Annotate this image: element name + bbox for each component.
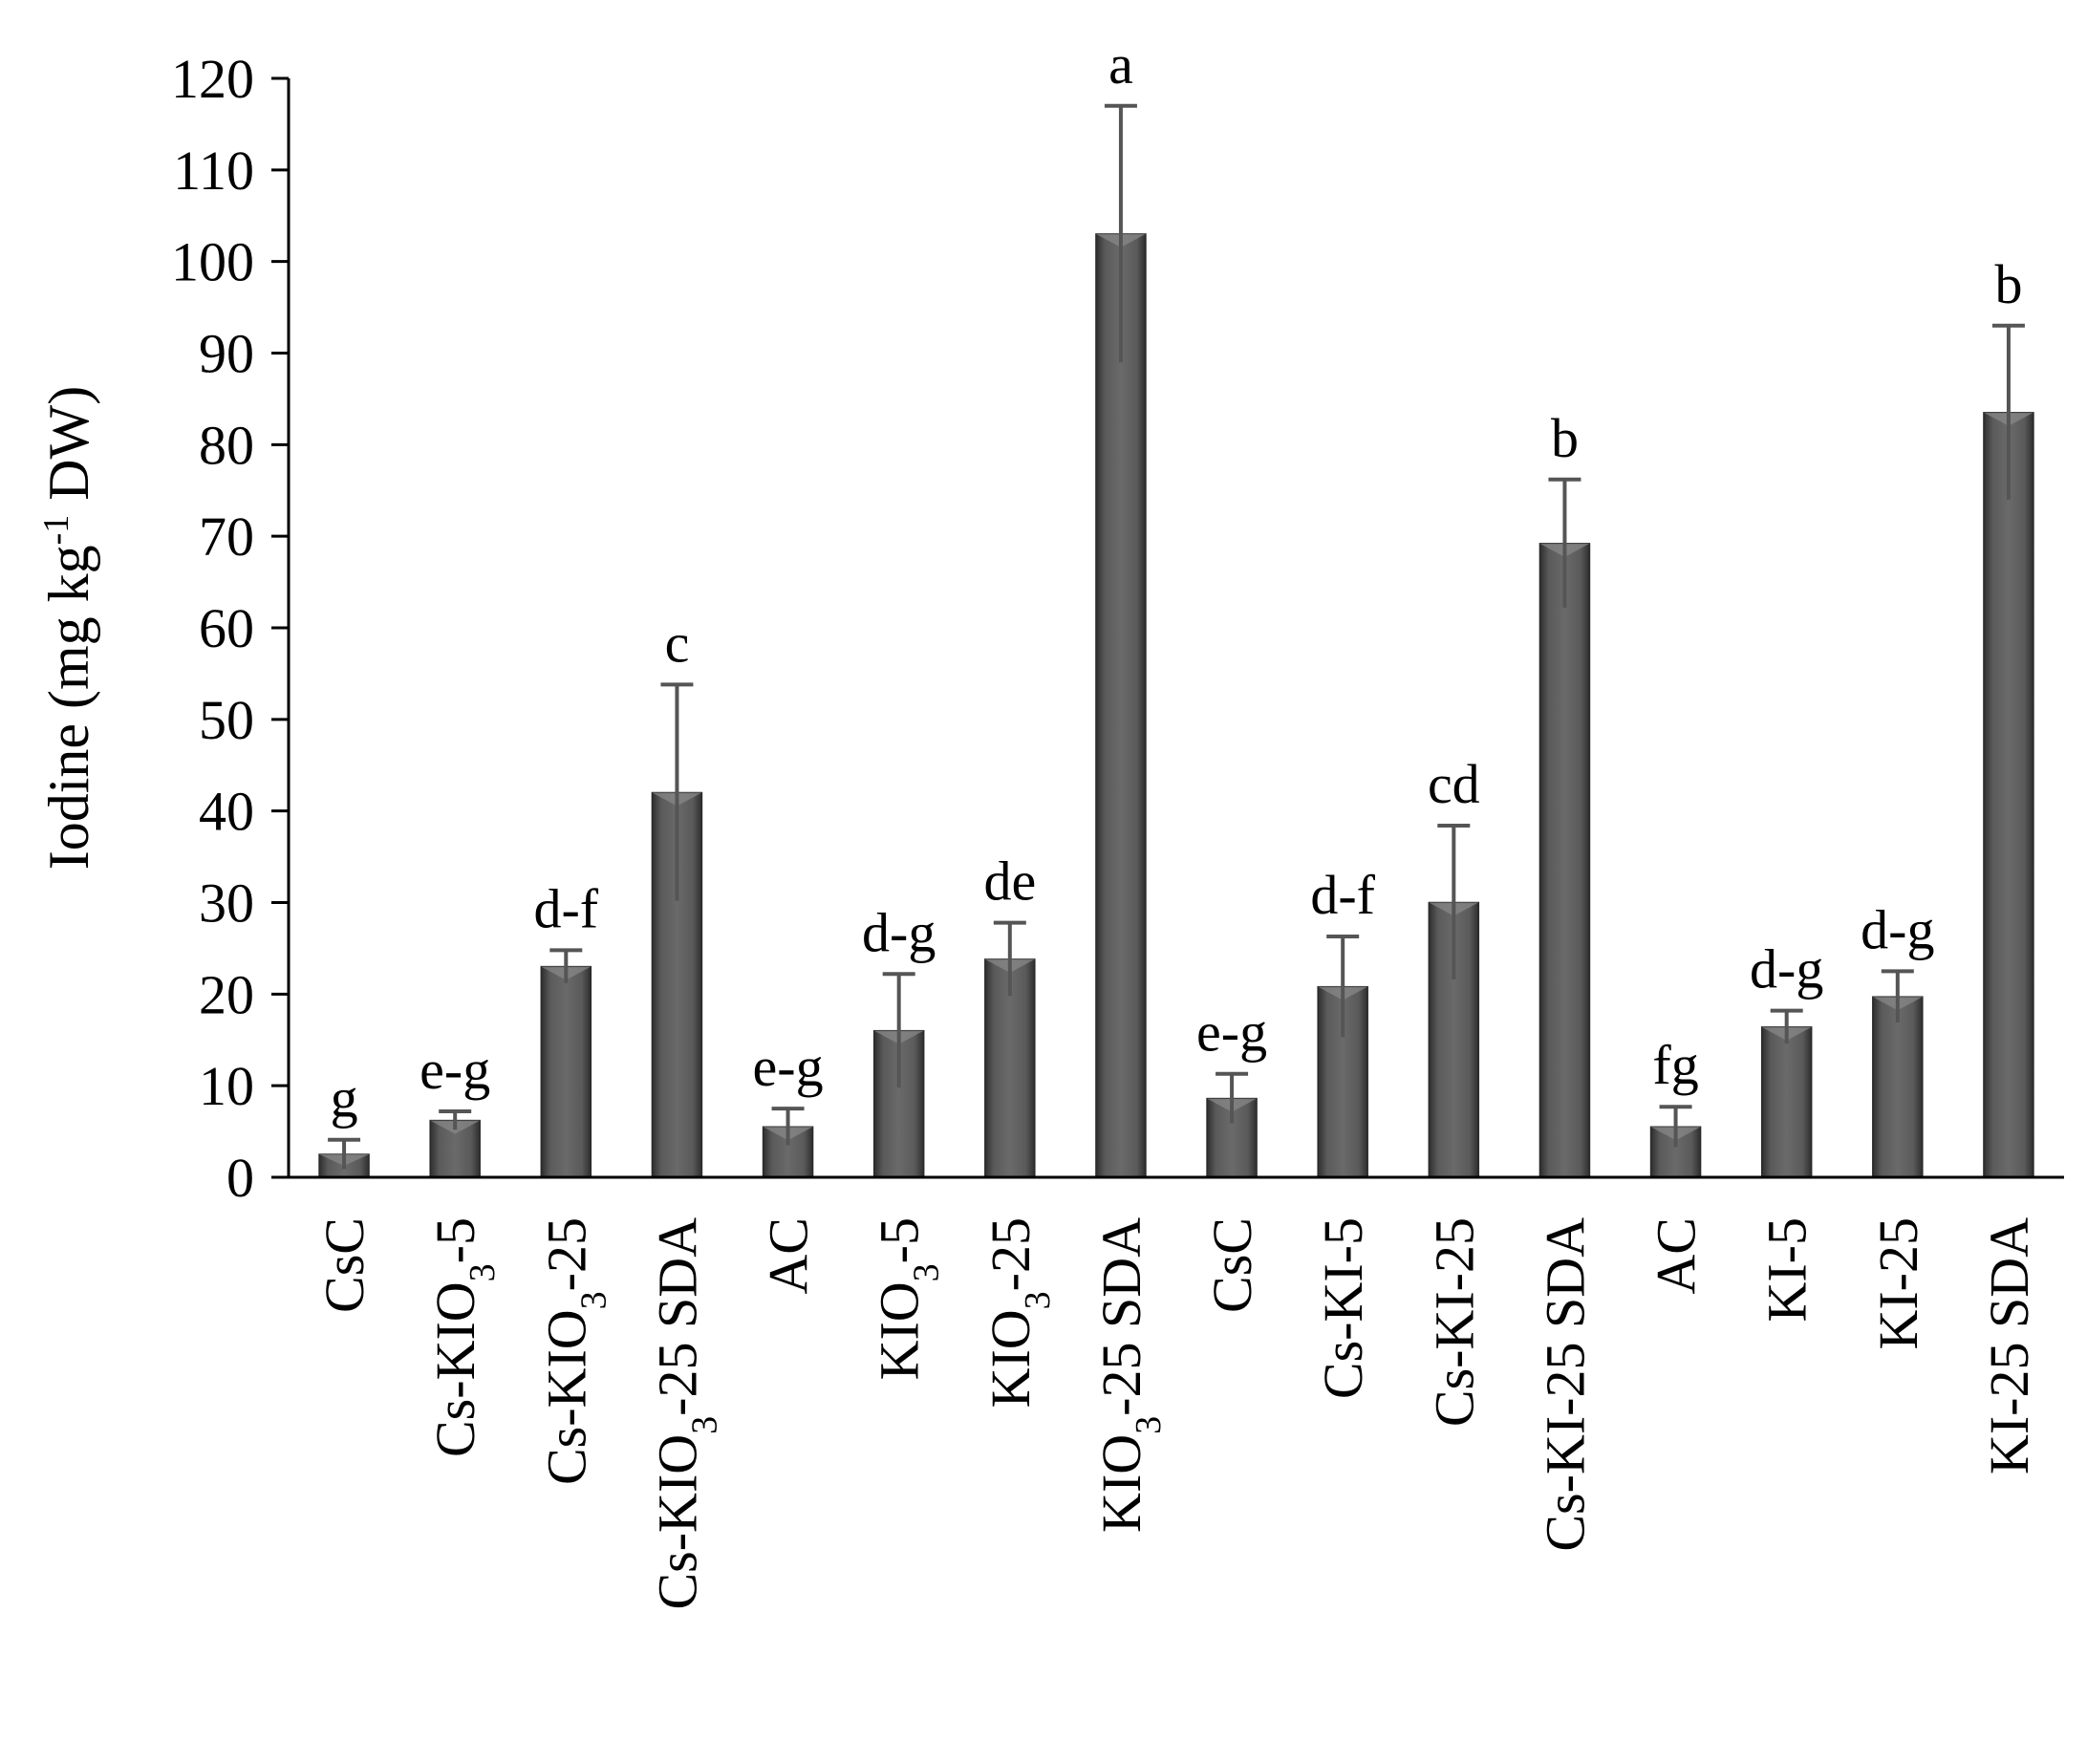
x-axis: CsC Cs-KIO3-5 Cs-KIO3-25 Cs-KIO3-25 SDA AC KI… <box>289 1175 2064 1610</box>
significance-label: e-g <box>753 1036 824 1098</box>
bar-group: d-f <box>1310 864 1376 1178</box>
bar <box>1760 1026 1813 1178</box>
significance-label: fg <box>1652 1034 1698 1096</box>
bar-group: d-g <box>862 901 936 1178</box>
bar <box>1095 233 1147 1178</box>
y-tick-label: 20 <box>199 963 254 1025</box>
significance-label: d-g <box>1750 938 1823 1000</box>
bar-group: e-g <box>753 1036 824 1178</box>
bar <box>1538 543 1591 1178</box>
x-category-label: Cs-KIO3-25 <box>535 1217 613 1485</box>
x-category-label: Cs-KI-25 SDA <box>1534 1217 1596 1552</box>
x-category-label: Cs-KI-25 <box>1423 1217 1485 1427</box>
bar-group: d-g <box>1861 898 1934 1178</box>
significance-label: d-g <box>862 901 936 963</box>
significance-label: e-g <box>420 1039 490 1101</box>
significance-label: g <box>331 1067 358 1129</box>
bar-group: fg <box>1649 1034 1702 1178</box>
y-tick-label: 10 <box>199 1055 254 1117</box>
x-category-label: KIO3-5 <box>869 1217 947 1380</box>
x-category-label: CsC <box>313 1217 376 1313</box>
significance-label: b <box>1551 407 1579 469</box>
x-category-label: Cs-KI-5 <box>1312 1217 1374 1399</box>
x-category-label: KI-25 <box>1867 1217 1929 1350</box>
x-category-label: Cs-KIO3-5 <box>424 1217 503 1457</box>
x-category-label: CsC <box>1201 1217 1263 1313</box>
y-axis-title: Iodine (mg kg-1 DW) <box>36 386 100 871</box>
x-category-label: KIO3-25 <box>979 1217 1058 1408</box>
significance-label: a <box>1108 33 1133 96</box>
significance-label: cd <box>1428 753 1480 815</box>
significance-label: c <box>665 612 690 674</box>
y-axis: 0 10 20 30 40 50 60 70 80 90 100 110 120 <box>171 48 290 1209</box>
y-tick-label: 70 <box>199 506 254 568</box>
bar-group: c <box>651 612 703 1178</box>
y-tick-label: 30 <box>199 872 254 935</box>
y-tick-label: 80 <box>199 414 254 476</box>
bar-group: a <box>1095 33 1147 1178</box>
x-category-label: KI-25 SDA <box>1978 1217 2040 1474</box>
significance-label: de <box>983 850 1036 913</box>
x-category-label: AC <box>1646 1217 1708 1295</box>
significance-label: b <box>1994 253 2022 315</box>
x-category-label: Cs-KIO3-25 SDA <box>646 1217 724 1610</box>
y-tick-label: 0 <box>226 1147 254 1209</box>
y-tick-label: 40 <box>199 781 254 843</box>
bar-group: d-f <box>533 877 599 1178</box>
significance-label: d-f <box>533 877 598 939</box>
y-tick-label: 50 <box>199 689 254 751</box>
y-tick-label: 100 <box>171 231 254 293</box>
significance-label: d-g <box>1861 898 1934 960</box>
bar-group: e-g <box>1196 1001 1267 1178</box>
bar-group: b <box>1538 407 1591 1178</box>
bar-group: g <box>318 1067 370 1178</box>
y-tick-label: 120 <box>171 48 254 110</box>
bar-group: cd <box>1428 753 1480 1178</box>
bar-group: de <box>983 850 1036 1178</box>
x-category-label: KIO3-25 SDA <box>1090 1217 1169 1533</box>
y-tick-label: 110 <box>173 140 254 202</box>
bar-group: b <box>1983 253 2034 1178</box>
bar <box>1872 996 1924 1178</box>
y-tick-label: 90 <box>199 323 254 385</box>
bar-group: e-g <box>420 1039 490 1178</box>
bar <box>540 965 592 1178</box>
significance-label: e-g <box>1196 1001 1267 1064</box>
bar <box>1983 412 2034 1178</box>
plot-area: g e-g d-f c e-g d-g de a e-g d-f cd b fg d-g d-g b <box>318 33 2034 1178</box>
x-category-label: KI-5 <box>1756 1217 1818 1323</box>
y-tick-label: 60 <box>199 597 254 659</box>
bar-group: d-g <box>1750 938 1823 1178</box>
x-category-label: AC <box>758 1217 820 1295</box>
significance-label: d-f <box>1310 864 1375 926</box>
